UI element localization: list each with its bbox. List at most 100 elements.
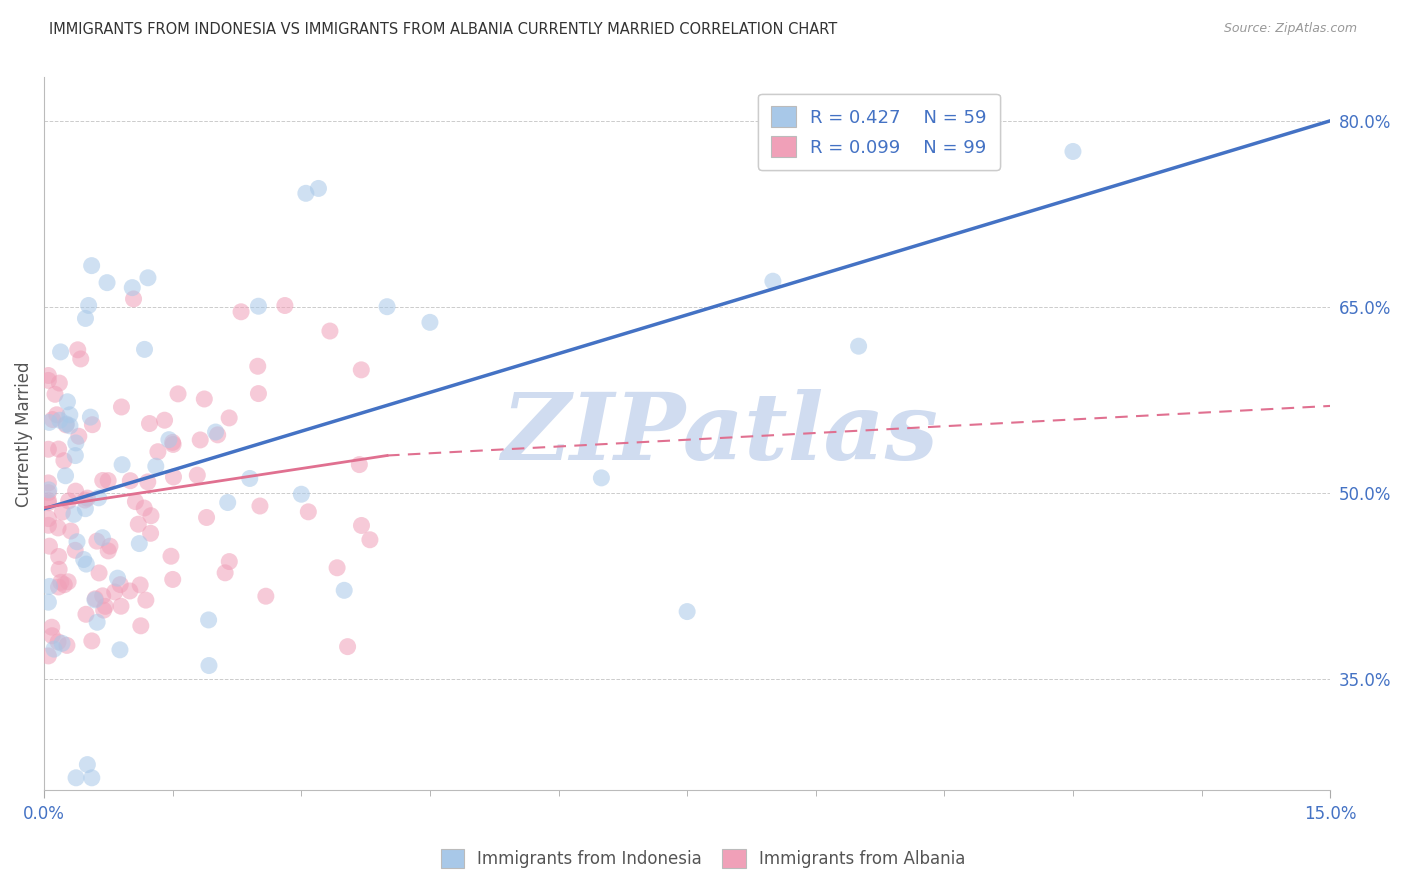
Point: [37, 373, 59, 387]
Point: [762, 274, 785, 288]
Point: [195, 510, 218, 524]
Point: [218, 411, 240, 425]
Point: [82, 417, 104, 432]
Point: [94, 599, 117, 614]
Point: [97, 474, 120, 488]
Point: [37, 648, 59, 663]
Point: [46, 521, 69, 535]
Point: [145, 459, 167, 474]
Point: [65, 436, 87, 450]
Point: [75, 557, 97, 571]
Point: [110, 400, 132, 414]
Point: [129, 619, 152, 633]
Point: [295, 186, 318, 201]
Point: [75, 501, 97, 516]
Point: [128, 536, 150, 550]
Point: [138, 417, 160, 431]
Point: [65, 449, 87, 463]
Point: [167, 387, 190, 401]
Point: [249, 499, 271, 513]
Point: [44, 387, 66, 401]
Point: [204, 425, 226, 439]
Point: [676, 605, 699, 619]
Point: [42, 642, 65, 657]
Point: [41, 620, 63, 634]
Point: [84, 591, 107, 606]
Point: [58, 494, 80, 508]
Point: [146, 444, 169, 458]
Point: [188, 433, 211, 447]
Point: [214, 566, 236, 580]
Point: [49, 413, 72, 427]
Point: [139, 526, 162, 541]
Point: [848, 339, 870, 353]
Point: [349, 458, 371, 472]
Point: [37, 511, 59, 525]
Point: [86, 615, 108, 630]
Text: IMMIGRANTS FROM INDONESIA VS IMMIGRANTS FROM ALBANIA CURRENTLY MARRIED CORRELATI: IMMIGRANTS FROM INDONESIA VS IMMIGRANTS …: [49, 22, 838, 37]
Point: [254, 589, 277, 603]
Point: [75, 607, 97, 622]
Point: [359, 533, 381, 547]
Point: [37, 493, 59, 508]
Point: [136, 475, 159, 489]
Point: [934, 102, 956, 116]
Point: [129, 578, 152, 592]
Point: [375, 300, 398, 314]
Point: [37, 475, 59, 490]
Point: [419, 315, 441, 329]
Point: [49, 575, 72, 590]
Point: [56, 574, 79, 589]
Point: [308, 181, 330, 195]
Point: [246, 359, 269, 374]
Point: [162, 437, 184, 451]
Point: [48, 580, 70, 594]
Point: [162, 435, 184, 450]
Point: [247, 386, 270, 401]
Point: [55, 417, 77, 431]
Point: [239, 471, 262, 485]
Point: [197, 613, 219, 627]
Point: [75, 311, 97, 326]
Point: [153, 413, 176, 427]
Point: [350, 518, 373, 533]
Point: [37, 595, 59, 609]
Point: [121, 280, 143, 294]
Point: [63, 508, 86, 522]
Point: [80, 259, 103, 273]
Point: [41, 412, 63, 426]
Point: [110, 599, 132, 614]
Point: [76, 491, 98, 505]
Legend: Immigrants from Indonesia, Immigrants from Albania: Immigrants from Indonesia, Immigrants fr…: [434, 842, 972, 875]
Point: [1062, 145, 1084, 159]
Point: [37, 368, 59, 383]
Point: [193, 392, 215, 406]
Point: [49, 345, 72, 359]
Point: [157, 433, 180, 447]
Point: [84, 592, 107, 607]
Point: [110, 577, 132, 591]
Point: [91, 531, 114, 545]
Point: [207, 427, 229, 442]
Point: [46, 635, 69, 649]
Text: ZIPatlas: ZIPatlas: [501, 389, 938, 479]
Point: [69, 351, 91, 366]
Point: [66, 534, 89, 549]
Point: [136, 270, 159, 285]
Point: [319, 324, 342, 338]
Point: [77, 298, 100, 312]
Point: [80, 634, 103, 648]
Y-axis label: Currently Married: Currently Married: [15, 361, 32, 507]
Point: [87, 566, 110, 580]
Point: [55, 417, 77, 432]
Point: [48, 549, 70, 564]
Point: [186, 468, 208, 483]
Point: [37, 496, 59, 510]
Point: [93, 603, 115, 617]
Point: [217, 495, 239, 509]
Point: [63, 543, 86, 558]
Point: [79, 410, 101, 425]
Point: [65, 484, 87, 499]
Point: [59, 408, 82, 422]
Point: [52, 453, 75, 467]
